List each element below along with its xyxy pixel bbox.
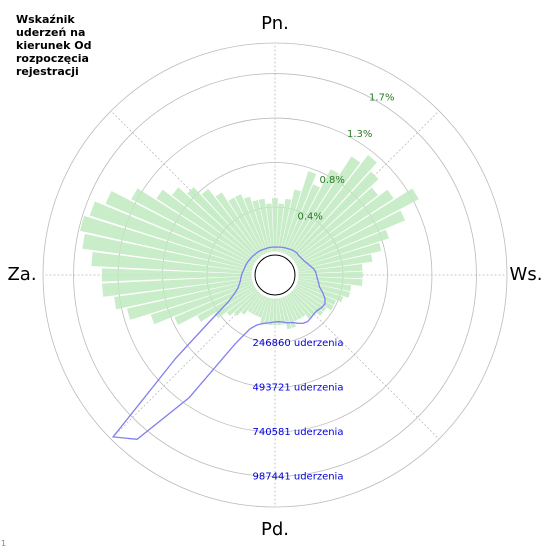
direction-bar <box>285 294 302 320</box>
direction-bar <box>131 188 256 265</box>
direction-bar <box>273 298 277 326</box>
direction-bar <box>295 284 337 306</box>
spoke <box>110 291 259 440</box>
direction-bar <box>280 189 301 253</box>
r-tick-label: 0.4% <box>297 211 322 222</box>
direction-bar <box>258 198 272 253</box>
direction-bar <box>252 199 270 253</box>
direction-bar <box>251 294 265 315</box>
spoke <box>291 291 440 440</box>
r2-tick-label: 493721 uderzenia <box>253 382 344 393</box>
direction-bar <box>276 298 282 326</box>
direction-bar <box>102 276 252 297</box>
direction-bar <box>214 287 257 319</box>
direction-bar <box>280 297 292 330</box>
direction-label: Ws. <box>510 264 543 285</box>
direction-bar <box>296 282 344 303</box>
direction-bar <box>247 293 263 313</box>
direction-bar <box>285 169 339 256</box>
r-tick-label: 0.8% <box>319 175 344 186</box>
direction-bar <box>201 188 261 258</box>
direction-bar <box>297 254 373 272</box>
direction-bar <box>289 155 377 258</box>
direction-bar <box>282 296 296 328</box>
r2-tick-label: 740581 uderzenia <box>253 427 344 438</box>
footnote: 1 <box>1 539 7 548</box>
direction-bar <box>241 292 261 315</box>
direction-bar <box>292 187 379 261</box>
direction-bar <box>293 287 327 312</box>
inner-hole <box>254 254 296 296</box>
direction-bar <box>298 271 363 279</box>
r2-tick-label: 987441 uderzenia <box>253 471 344 482</box>
r2-tick-label: 246860 uderzenia <box>253 338 344 349</box>
direction-bar <box>295 210 406 266</box>
direction-bar <box>292 289 324 316</box>
direction-bar <box>297 242 382 270</box>
direction-bar <box>297 280 351 298</box>
direction-bar <box>298 276 363 286</box>
direction-bar <box>290 290 316 316</box>
direction-bar <box>126 280 253 320</box>
direction-bar <box>287 293 306 318</box>
outer-ring <box>42 42 508 508</box>
direction-bar <box>287 156 361 257</box>
direction-label: Pn. <box>261 13 289 34</box>
direction-bar <box>264 297 272 325</box>
direction-bar <box>150 282 254 325</box>
direction-bar <box>298 264 363 274</box>
direction-bar <box>215 192 263 257</box>
direction-bar <box>284 184 320 255</box>
direction-bar <box>234 290 260 316</box>
direction-bar <box>234 194 266 255</box>
direction-bar <box>272 198 278 252</box>
spoke <box>110 110 259 259</box>
direction-label: Za. <box>7 264 36 285</box>
direction-bar <box>228 197 265 256</box>
direction-bar <box>282 171 317 254</box>
count-line <box>111 246 326 440</box>
direction-bar <box>114 278 253 310</box>
direction-bar <box>89 201 254 268</box>
direction-bar <box>254 295 266 317</box>
direction-bar <box>278 198 292 253</box>
direction-bar <box>276 203 284 252</box>
chart-title: Wskaźnik uderzeń na kierunek Od rozpoczę… <box>16 13 92 78</box>
direction-bar <box>156 189 257 263</box>
r-tick-label: 1.3% <box>347 129 372 140</box>
direction-bar <box>278 297 286 325</box>
direction-bar <box>105 190 255 266</box>
r-tick-label: 1.7% <box>369 92 394 103</box>
direction-bar <box>289 292 313 319</box>
direction-bar <box>91 251 252 274</box>
direction-bar <box>243 196 268 254</box>
direction-bar <box>290 171 379 260</box>
direction-bar <box>284 295 298 322</box>
direction-bar <box>80 215 253 270</box>
direction-bar <box>258 296 268 318</box>
direction-bar <box>293 189 394 263</box>
direction-bar <box>297 278 352 292</box>
direction-bar <box>187 187 260 260</box>
direction-bar <box>266 203 274 252</box>
direction-bar <box>82 233 253 272</box>
grid-ring <box>73 73 477 477</box>
direction-bar <box>294 188 419 265</box>
direction-bar <box>226 289 258 316</box>
direction-bar <box>101 268 252 282</box>
direction-label: Pd. <box>261 519 289 540</box>
direction-bar <box>268 298 274 326</box>
direction-bar <box>260 297 270 324</box>
direction-bar <box>171 187 258 261</box>
direction-bar <box>296 229 389 268</box>
